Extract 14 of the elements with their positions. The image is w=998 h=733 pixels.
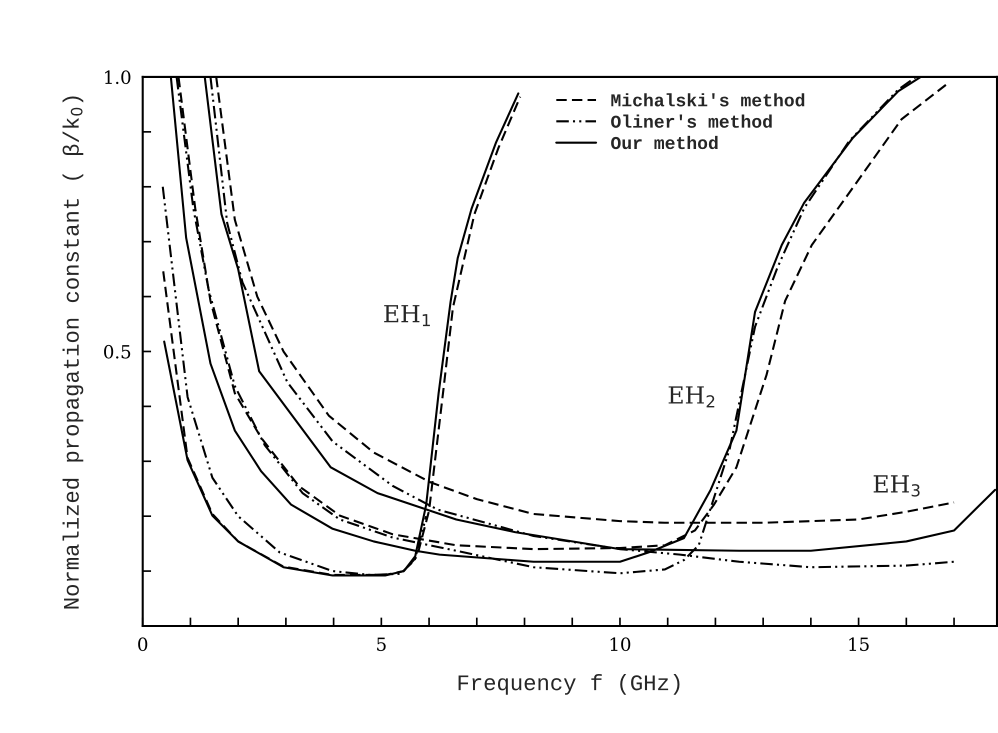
annotation: EH$_{3}$ — [874, 475, 920, 497]
legend-label: Michalski's method — [611, 93, 804, 106]
y-tick-label: 1.0 — [105, 70, 130, 84]
legend-label: Oliner's method — [611, 114, 772, 128]
y-axis-title: Normalized propagation constant ( β/k$_{0}$) — [62, 96, 84, 608]
annotation: EH$_{1}$ — [384, 305, 430, 326]
legend-label: Our method — [611, 136, 718, 150]
x-axis-title: Frequency f (GHz) — [458, 674, 680, 695]
annotation: EH$_{2}$ — [668, 386, 714, 408]
y-tick-label: 0.5 — [104, 344, 130, 359]
x-tick-label: 10 — [610, 637, 630, 652]
x-tick-label: 5 — [377, 638, 386, 652]
x-tick-label: 15 — [849, 637, 869, 652]
x-tick-label: 0 — [138, 637, 148, 652]
